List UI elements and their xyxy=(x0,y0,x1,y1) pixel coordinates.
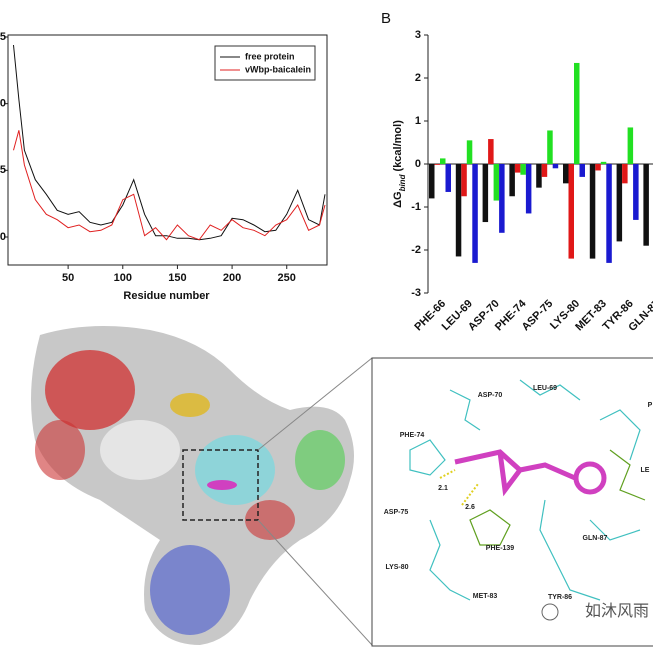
residue-label: ASP-70 xyxy=(478,392,503,399)
y-tick-label: 2.5 xyxy=(0,31,6,43)
y-axis-label: ΔGbind (kcal/mol) xyxy=(392,120,407,208)
y-axis-label-part: ΔG xyxy=(392,191,404,207)
legend-box xyxy=(214,45,316,81)
x-axis-label: Residue number xyxy=(123,290,210,302)
protein-surface xyxy=(31,326,373,646)
bar xyxy=(595,164,601,171)
y-tick-label: 2 xyxy=(415,72,421,84)
bar xyxy=(622,164,628,184)
bar xyxy=(627,127,634,164)
y-tick-label: -1 xyxy=(411,201,421,213)
bar xyxy=(455,164,462,257)
legend-label: free protein xyxy=(245,51,295,61)
watermark: 如沐风雨 xyxy=(585,602,649,620)
bar xyxy=(482,164,489,223)
x-tick-label: 50 xyxy=(62,272,74,284)
bar xyxy=(600,161,607,164)
y-tick-label: 1 xyxy=(415,115,421,127)
bar xyxy=(633,164,639,220)
series-line xyxy=(13,130,326,241)
residue-label: TYR-86 xyxy=(548,594,572,601)
x-tick-label: 200 xyxy=(223,272,241,284)
residue-label: PHE-139 xyxy=(486,545,515,552)
residue-label: P xyxy=(648,402,653,409)
bar xyxy=(509,164,515,197)
y-tick-label: 0 xyxy=(415,158,421,170)
bar xyxy=(461,164,467,197)
residue-label: 2.1 xyxy=(438,485,448,492)
legend-label: vWbp-baicalein xyxy=(245,64,311,74)
residue-label: MET-83 xyxy=(473,593,498,600)
y-tick-label: -2 xyxy=(411,244,421,256)
bar xyxy=(472,164,478,263)
residue-label: 2.6 xyxy=(465,504,475,511)
bar xyxy=(440,158,446,164)
bar xyxy=(563,164,569,184)
residue-label: LYS-80 xyxy=(385,564,408,571)
residue-label: LEU-69 xyxy=(533,385,557,392)
inset-structure xyxy=(409,379,646,601)
bar xyxy=(525,164,532,214)
x-tick-label: 100 xyxy=(114,272,132,284)
residue-label: PHE-74 xyxy=(400,432,425,439)
bar xyxy=(643,164,649,246)
bar xyxy=(493,164,500,201)
y-tick-label: 2.0 xyxy=(0,98,6,110)
y-axis-label-part: (kcal/mol) xyxy=(392,120,404,175)
bar xyxy=(574,62,580,165)
plot-frame xyxy=(7,34,328,266)
bar xyxy=(434,164,440,165)
x-tick-label: 150 xyxy=(168,272,186,284)
watermark-icon xyxy=(541,603,559,621)
y-tick-label: 3 xyxy=(415,29,421,41)
bar xyxy=(552,164,559,169)
series-line xyxy=(13,44,326,241)
bar xyxy=(536,164,542,188)
residue-label: GLN-87 xyxy=(583,535,608,542)
y-tick-label: 1.0 xyxy=(0,231,6,243)
bar xyxy=(579,164,585,177)
y-axis-label-part: bind xyxy=(398,173,407,191)
x-tick-label: 250 xyxy=(278,272,296,284)
residue-label: ASP-75 xyxy=(384,509,409,516)
inset-frame xyxy=(371,357,653,647)
bar xyxy=(589,164,596,259)
bar xyxy=(616,164,623,242)
y-tick-label: 1.5 xyxy=(0,164,6,176)
bar xyxy=(606,164,612,263)
bar xyxy=(520,164,526,175)
residue-label: LE xyxy=(641,467,650,474)
bar xyxy=(466,140,473,164)
bar xyxy=(514,164,521,173)
bar xyxy=(488,139,494,164)
bar xyxy=(445,164,451,192)
bar xyxy=(547,130,553,164)
bar xyxy=(499,164,505,233)
panel-label: B xyxy=(381,10,391,27)
bar xyxy=(429,164,435,199)
y-tick-label: -3 xyxy=(411,287,421,299)
bar xyxy=(568,164,574,259)
bar xyxy=(541,164,548,177)
